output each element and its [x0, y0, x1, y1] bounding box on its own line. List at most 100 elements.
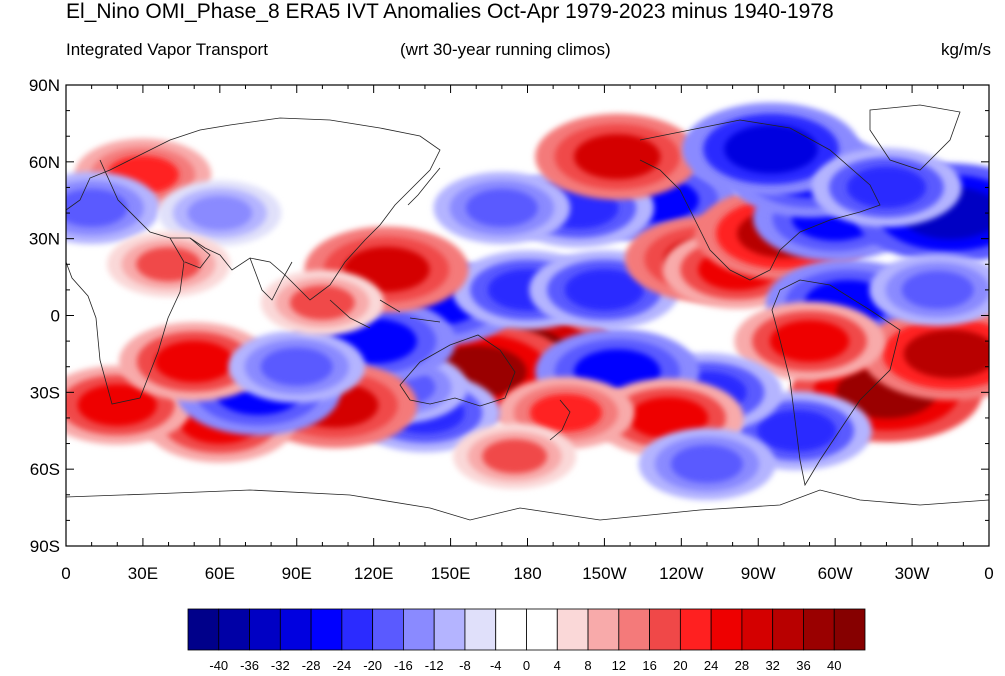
lat-label: 60N [29, 153, 60, 172]
longitude-labels: 0 30E 60E 90E 120E 150E 180 150W 120W 90W 60W 30W 0 [61, 564, 993, 583]
colorbar-label: -12 [425, 658, 444, 673]
plot-units: kg/m/s [940, 40, 991, 59]
colorbar-label: -24 [332, 658, 351, 673]
colorbar-swatch [618, 608, 650, 651]
anomaly-blob [724, 124, 818, 174]
anomaly-blob [903, 329, 989, 379]
coastline-europe [66, 124, 231, 211]
colorbar-label: 8 [584, 658, 591, 673]
colorbar-label: -4 [490, 658, 502, 673]
lon-label: 120E [354, 564, 394, 583]
anomaly-blob [260, 347, 333, 386]
colorbar-swatch [803, 608, 835, 651]
lat-label: 90N [29, 76, 60, 95]
coastline-greenland [869, 104, 961, 171]
colorbar-label: 36 [796, 658, 810, 673]
anomaly-blob [77, 384, 157, 426]
colorbar-swatch [772, 608, 804, 651]
colorbar [187, 608, 866, 651]
colorbar-label: 4 [554, 658, 561, 673]
coastline-new-zealand [549, 399, 571, 441]
lat-label: 60S [30, 460, 60, 479]
anomaly-blob [154, 340, 234, 383]
lon-label: 90W [741, 564, 776, 583]
colorbar-swatch [495, 608, 527, 651]
coastlines [66, 104, 989, 521]
colorbar-label: -32 [271, 658, 290, 673]
anomaly-blob [769, 320, 850, 362]
colorbar-swatch [403, 608, 435, 651]
colorbar-swatch [464, 608, 497, 651]
colorbar-label: 24 [704, 658, 718, 673]
colorbar-swatch [433, 608, 466, 651]
colorbar-swatch [587, 608, 620, 651]
colorbar-swatch [833, 608, 866, 651]
colorbar-swatch [710, 608, 743, 651]
lon-label: 180 [513, 564, 541, 583]
anomaly-blob [465, 188, 538, 227]
anomaly-blob [574, 134, 661, 180]
colorbar-label: -28 [302, 658, 321, 673]
anomaly-blob [187, 195, 253, 231]
lon-label: 150E [431, 564, 471, 583]
coastline-south-america [771, 279, 901, 487]
coastline-arabia [170, 237, 211, 269]
colorbar-label: 28 [735, 658, 749, 673]
plot-subtitle-center: (wrt 30-year running climos) [400, 40, 611, 59]
anomaly-blob [136, 247, 201, 282]
lon-label: 0 [984, 564, 993, 583]
colorbar-label: 32 [765, 658, 779, 673]
colorbar-swatch [310, 608, 343, 651]
coastline-australia [399, 334, 516, 407]
lon-label: 60W [818, 564, 853, 583]
colorbar-label: 0 [523, 658, 530, 673]
colorbar-label: 16 [642, 658, 656, 673]
colorbar-label: -8 [459, 658, 471, 673]
axis-ticks [65, 84, 990, 547]
coastline-india [249, 257, 293, 301]
lon-label: 60E [205, 564, 235, 583]
coastline-africa [66, 159, 185, 405]
colorbar-swatch [187, 608, 220, 651]
colorbar-labels: -40 -36 -32 -28 -24 -20 -16 -12 -8 -4 0 4 8 12 16 20 24 2… [209, 658, 841, 673]
lon-label: 30W [895, 564, 930, 583]
colorbar-label: 40 [827, 658, 841, 673]
coastline-asia [189, 117, 441, 301]
lon-label: 150W [582, 564, 626, 583]
colorbar-label: -40 [209, 658, 228, 673]
colorbar-swatch [556, 608, 589, 651]
colorbar-label: -36 [240, 658, 259, 673]
colorbar-swatch [279, 608, 312, 651]
lat-label: 90S [30, 537, 60, 556]
plot-title: El_Nino OMI_Phase_8 ERA5 IVT Anomalies O… [66, 0, 834, 23]
colorbar-swatch [218, 608, 250, 651]
anomaly-blob [482, 439, 548, 474]
lon-label: 90E [282, 564, 312, 583]
coastline-japan [407, 167, 441, 206]
lon-label: 0 [61, 564, 70, 583]
colorbar-swatch [372, 608, 404, 651]
lon-label: 120W [659, 564, 703, 583]
colorbar-label: 12 [612, 658, 626, 673]
anomaly-blob [670, 445, 743, 484]
colorbar-label: 20 [673, 658, 687, 673]
anomaly-blob [846, 166, 927, 209]
latitude-labels: 90N 60N 30N 0 30S 60S 90S [29, 76, 60, 556]
lat-label: 30S [30, 383, 60, 402]
colorbar-swatch [649, 608, 681, 651]
coastline-antarctica [66, 489, 989, 521]
anomaly-field [66, 102, 989, 501]
colorbar-swatch [679, 608, 712, 651]
anomaly-blob [529, 393, 602, 432]
colorbar-swatch [741, 608, 774, 651]
coastline-indonesia [329, 299, 441, 329]
anomaly-blob [289, 285, 355, 320]
colorbar-swatch [341, 608, 374, 651]
anomaly-blob [564, 269, 645, 311]
anomaly-blob [66, 188, 128, 227]
lat-label: 30N [29, 230, 60, 249]
colorbar-label: -16 [394, 658, 413, 673]
anomaly-blob [901, 270, 974, 309]
colorbar-label: -20 [363, 658, 382, 673]
